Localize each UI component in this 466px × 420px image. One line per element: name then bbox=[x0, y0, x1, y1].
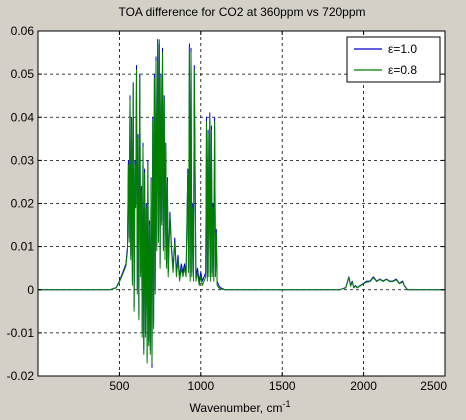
tick-labels: 500 1000 1500 2000 2500 -0.02 -0.01 0 0.01 0.02 0.… bbox=[7, 24, 448, 393]
y-tick-label: 0.05 bbox=[11, 67, 35, 81]
x-tick-label: 500 bbox=[109, 379, 129, 393]
y-tick-label: 0 bbox=[27, 283, 34, 297]
series-line-2 bbox=[38, 39, 445, 364]
y-tick-label: -0.02 bbox=[7, 369, 35, 383]
legend-label-series-1: ε=1.0 bbox=[388, 42, 417, 56]
y-tick-label: 0.03 bbox=[11, 153, 35, 167]
legend-box bbox=[346, 36, 441, 83]
x-tick-label: 1500 bbox=[269, 379, 296, 393]
x-axis-label-superscript: -1 bbox=[282, 399, 290, 409]
x-tick-label: 2000 bbox=[350, 379, 377, 393]
axis-ticks bbox=[38, 30, 446, 377]
chart-title: TOA difference for CO2 at 360ppm vs 720p… bbox=[118, 5, 365, 19]
y-tick-label: 0.06 bbox=[11, 24, 35, 38]
x-tick-label: 2500 bbox=[420, 379, 447, 393]
y-tick-label: 0.04 bbox=[11, 110, 35, 124]
y-tick-label: 0.02 bbox=[11, 197, 35, 211]
x-axis-label: Wavenumber, cm-1 bbox=[190, 399, 291, 415]
legend: ε=1.0 ε=0.8 bbox=[346, 36, 441, 83]
y-tick-label: -0.01 bbox=[7, 326, 35, 340]
x-axis-label-text: Wavenumber, cm bbox=[190, 401, 283, 415]
legend-label-series-2: ε=0.8 bbox=[388, 63, 417, 77]
y-tick-label: 0.01 bbox=[11, 240, 35, 254]
x-tick-label: 1000 bbox=[187, 379, 214, 393]
series-lines bbox=[38, 39, 445, 368]
